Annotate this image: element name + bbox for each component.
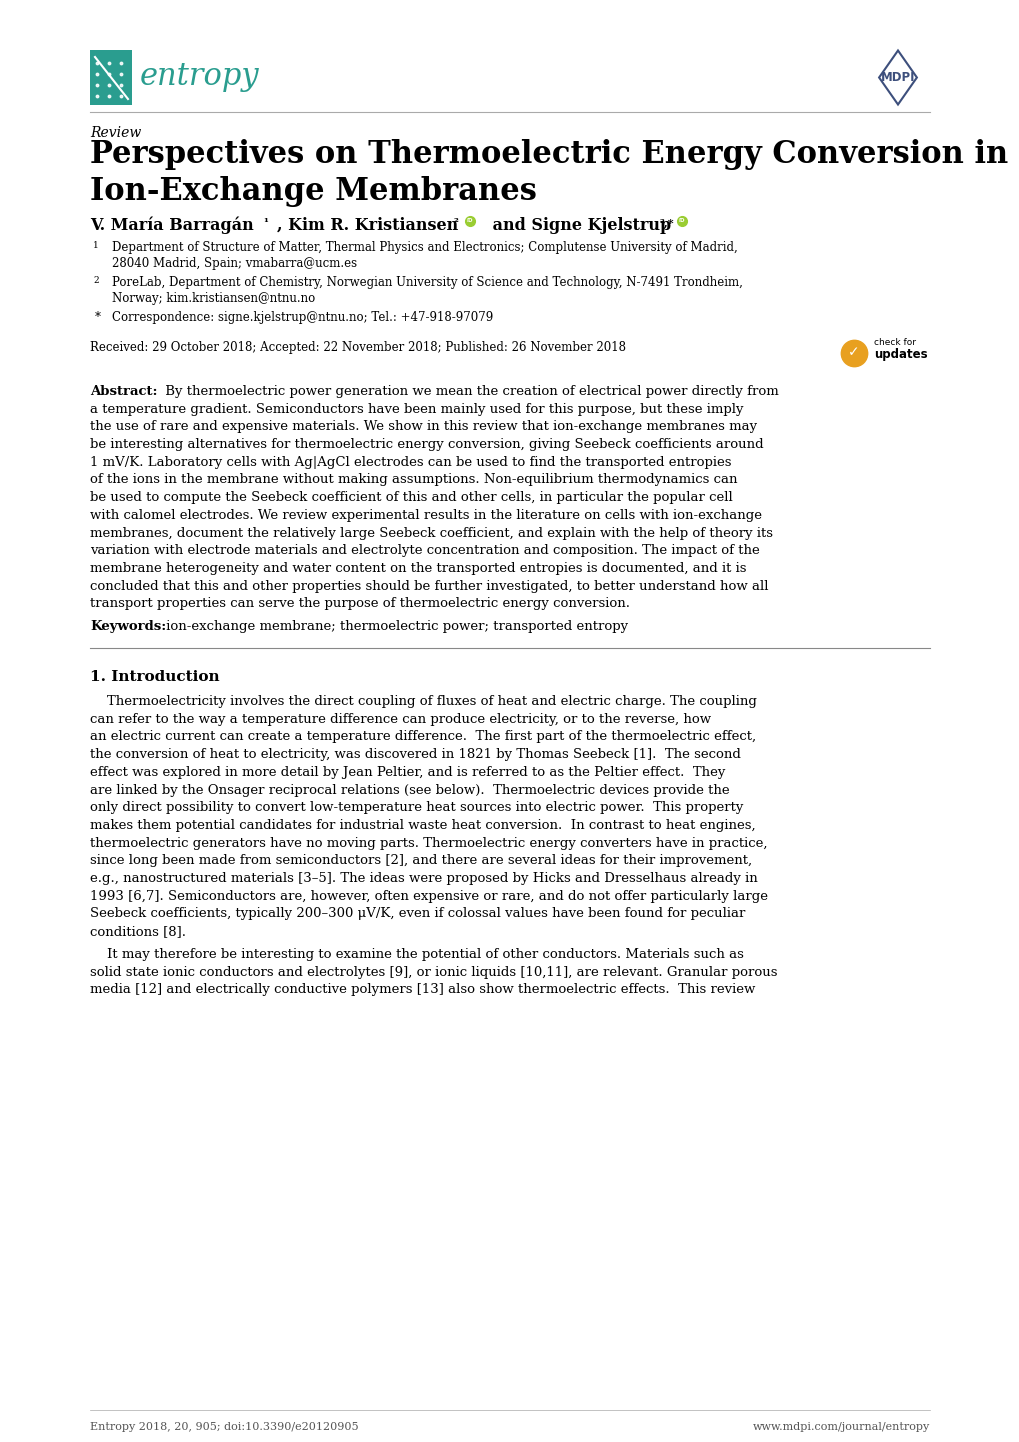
Text: with calomel electrodes. We review experimental results in the literature on cel: with calomel electrodes. We review exper… (90, 509, 761, 522)
Text: By thermoelectric power generation we mean the creation of electrical power dire: By thermoelectric power generation we me… (161, 385, 777, 398)
Text: solid state ionic conductors and electrolytes [9], or ionic liquids [10,11], are: solid state ionic conductors and electro… (90, 966, 776, 979)
Text: PoreLab, Department of Chemistry, Norwegian University of Science and Technology: PoreLab, Department of Chemistry, Norweg… (112, 275, 742, 288)
Polygon shape (878, 50, 916, 104)
Text: *: * (95, 311, 101, 324)
Text: Entropy 2018, 20, 905; doi:10.3390/e20120905: Entropy 2018, 20, 905; doi:10.3390/e2012… (90, 1422, 359, 1432)
Text: membrane heterogeneity and water content on the transported entropies is documen: membrane heterogeneity and water content… (90, 562, 746, 575)
Text: 1 mV/K. Laboratory cells with Ag|AgCl electrodes can be used to find the transpo: 1 mV/K. Laboratory cells with Ag|AgCl el… (90, 456, 731, 469)
Text: ion-exchange membrane; thermoelectric power; transported entropy: ion-exchange membrane; thermoelectric po… (162, 620, 628, 633)
Text: the conversion of heat to electricity, was discovered in 1821 by Thomas Seebeck : the conversion of heat to electricity, w… (90, 748, 740, 761)
Text: membranes, document the relatively large Seebeck coefficient, and explain with t: membranes, document the relatively large… (90, 526, 772, 539)
Text: Keywords:: Keywords: (90, 620, 166, 633)
Text: 1: 1 (93, 241, 99, 249)
Text: can refer to the way a temperature difference can produce electricity, or to the: can refer to the way a temperature diffe… (90, 712, 710, 725)
Text: thermoelectric generators have no moving parts. Thermoelectric energy converters: thermoelectric generators have no moving… (90, 836, 766, 849)
Text: 28040 Madrid, Spain; vmabarra@ucm.es: 28040 Madrid, Spain; vmabarra@ucm.es (112, 257, 357, 270)
Text: 1. Introduction: 1. Introduction (90, 671, 219, 684)
Text: 2: 2 (93, 275, 99, 286)
Text: Abstract:: Abstract: (90, 385, 157, 398)
Text: MDPI: MDPI (879, 71, 914, 84)
Text: only direct possibility to convert low-temperature heat sources into electric po: only direct possibility to convert low-t… (90, 802, 743, 815)
Text: iD: iD (678, 219, 685, 224)
Text: since long been made from semiconductors [2], and there are several ideas for th: since long been made from semiconductors… (90, 855, 751, 868)
Text: Department of Structure of Matter, Thermal Physics and Electronics; Complutense : Department of Structure of Matter, Therm… (112, 241, 737, 254)
Text: be used to compute the Seebeck coefficient of this and other cells, in particula: be used to compute the Seebeck coefficie… (90, 492, 732, 505)
Text: Correspondence: signe.kjelstrup@ntnu.no; Tel.: +47-918-97079: Correspondence: signe.kjelstrup@ntnu.no;… (112, 311, 493, 324)
Text: iD: iD (467, 219, 473, 224)
Text: are linked by the Onsager reciprocal relations (see below).  Thermoelectric devi: are linked by the Onsager reciprocal rel… (90, 783, 729, 796)
Text: Perspectives on Thermoelectric Energy Conversion in
Ion-Exchange Membranes: Perspectives on Thermoelectric Energy Co… (90, 138, 1007, 208)
Text: ²: ² (453, 216, 459, 228)
Text: updates: updates (873, 348, 926, 360)
Text: Norway; kim.kristiansen@ntnu.no: Norway; kim.kristiansen@ntnu.no (112, 291, 315, 306)
Text: effect was explored in more detail by Jean Peltier, and is referred to as the Pe: effect was explored in more detail by Je… (90, 766, 725, 779)
Text: ✓: ✓ (848, 345, 859, 359)
Text: , Kim R. Kristiansen: , Kim R. Kristiansen (277, 216, 464, 234)
Text: entropy: entropy (140, 61, 260, 92)
Text: concluded that this and other properties should be further investigated, to bett: concluded that this and other properties… (90, 580, 767, 593)
Text: Review: Review (90, 125, 141, 140)
Text: check for: check for (873, 337, 915, 348)
Text: makes them potential candidates for industrial waste heat conversion.  In contra: makes them potential candidates for indu… (90, 819, 755, 832)
Text: V. María Barragán: V. María Barragán (90, 216, 259, 235)
Text: Seebeck coefficients, typically 200–300 μV/K, even if colossal values have been : Seebeck coefficients, typically 200–300 … (90, 907, 745, 920)
FancyBboxPatch shape (90, 50, 131, 105)
Text: a temperature gradient. Semiconductors have been mainly used for this purpose, b: a temperature gradient. Semiconductors h… (90, 402, 743, 415)
Text: the use of rare and expensive materials. We show in this review that ion-exchang: the use of rare and expensive materials.… (90, 421, 756, 434)
Text: media [12] and electrically conductive polymers [13] also show thermoelectric ef: media [12] and electrically conductive p… (90, 983, 755, 996)
Text: variation with electrode materials and electrolyte concentration and composition: variation with electrode materials and e… (90, 544, 759, 557)
Text: transport properties can serve the purpose of thermoelectric energy conversion.: transport properties can serve the purpo… (90, 597, 630, 610)
Text: Received: 29 October 2018; Accepted: 22 November 2018; Published: 26 November 20: Received: 29 October 2018; Accepted: 22 … (90, 340, 626, 353)
Text: be interesting alternatives for thermoelectric energy conversion, giving Seebeck: be interesting alternatives for thermoel… (90, 438, 763, 451)
Text: of the ions in the membrane without making assumptions. Non-equilibrium thermody: of the ions in the membrane without maki… (90, 473, 737, 486)
Text: an electric current can create a temperature difference.  The first part of the : an electric current can create a tempera… (90, 731, 755, 744)
Text: and Signe Kjelstrup: and Signe Kjelstrup (486, 216, 676, 234)
Text: It may therefore be interesting to examine the potential of other conductors. Ma: It may therefore be interesting to exami… (90, 947, 743, 960)
Text: conditions [8].: conditions [8]. (90, 926, 185, 939)
Text: Thermoelectricity involves the direct coupling of fluxes of heat and electric ch: Thermoelectricity involves the direct co… (90, 695, 756, 708)
Text: ¹: ¹ (263, 216, 268, 228)
Text: e.g., nanostructured materials [3–5]. The ideas were proposed by Hicks and Dress: e.g., nanostructured materials [3–5]. Th… (90, 872, 757, 885)
Text: 1993 [6,7]. Semiconductors are, however, often expensive or rare, and do not off: 1993 [6,7]. Semiconductors are, however,… (90, 890, 767, 903)
Text: www.mdpi.com/journal/entropy: www.mdpi.com/journal/entropy (752, 1422, 929, 1432)
Text: ²,*: ²,* (659, 216, 674, 228)
